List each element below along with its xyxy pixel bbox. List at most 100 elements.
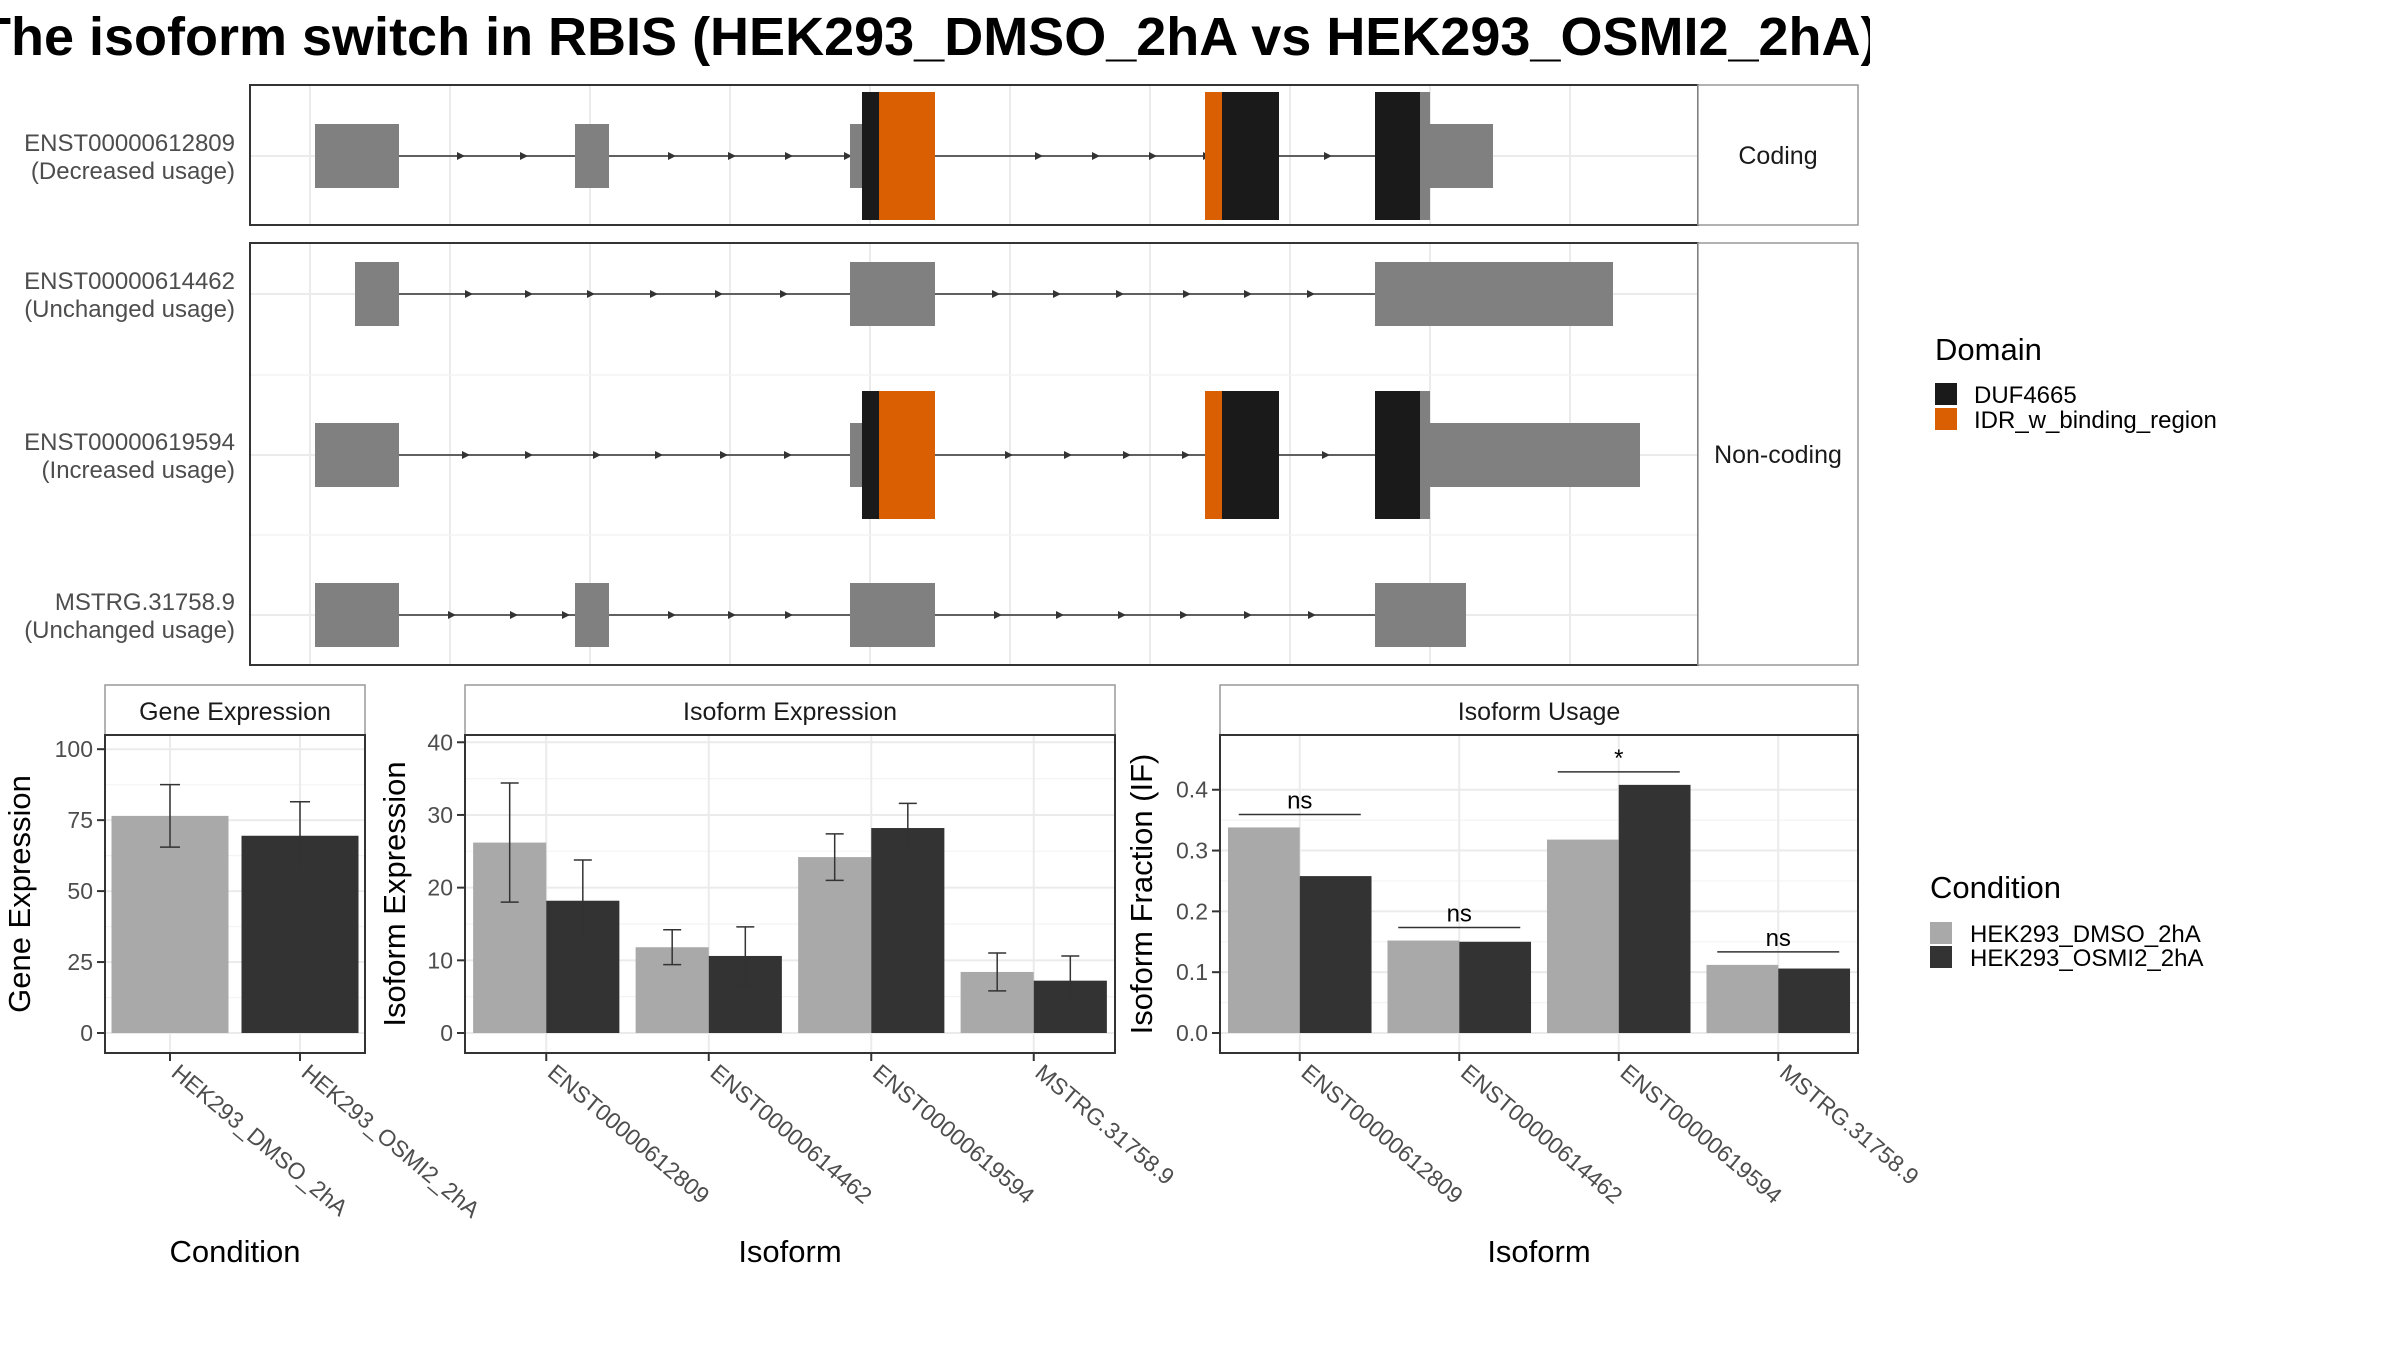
facet-label-coding: Coding [1738,142,1817,170]
domain-legend-title: Domain [1935,332,2042,367]
isoform-usage-bars: ns ns * ns [1227,745,1851,1033]
x-tick-label: ENST00000612809 [1297,1059,1469,1209]
transcript-usage-2: (Unchanged usage) [24,296,235,323]
bar [1618,784,1691,1033]
domain-duf4665 [862,391,879,519]
intron-arrows [465,290,1315,298]
gene-expression-x-axis-label: Condition [170,1234,301,1269]
exon [850,583,935,647]
isoform-usage-y-axis-label: Isoform Fraction (IF) [1124,754,1159,1035]
noncoding-facet-strip [1697,242,1859,666]
domain-idr [1205,92,1222,220]
y-tick-label: 0.3 [1176,838,1208,864]
legend-key-duf4665 [1935,383,1957,405]
legend-key-dmso [1930,922,1952,944]
y-tick-label: 0 [440,1020,453,1046]
gene-expression-frame [104,734,366,1054]
coding-facet-strip [1697,84,1859,226]
exon [575,583,609,647]
isoform-expression-frame [464,734,1116,1054]
exon [355,262,399,326]
transcript-label-3: ENST00000619594 [24,429,235,456]
condition-legend-title: Condition [1930,870,2061,905]
domain-duf4665 [1222,391,1279,519]
bar [1459,941,1532,1033]
isoform-expression-strip [464,684,1116,736]
significance-label: * [1614,745,1623,772]
isoform-expression-title: Isoform Expression [683,698,897,726]
isoform-expression-bars [473,782,1107,1033]
y-tick-label: 0.1 [1176,959,1208,985]
bar [798,857,872,1033]
x-tick-label: ENST00000614462 [706,1059,878,1209]
gene-expression-y-axis-label: Gene Expression [2,775,37,1013]
domain-duf4665 [862,92,879,220]
gene-expression-bars [111,783,359,1033]
significance-label: ns [1287,787,1312,814]
isoform-usage-x-axis-label: Isoform [1487,1234,1590,1269]
legend-label-idr: IDR_w_binding_region [1974,407,2217,434]
domain-idr [1205,391,1222,519]
significance-label: ns [1766,925,1791,952]
figure-title: The isoform switch in RBIS (HEK293_DMSO_… [0,7,1879,67]
condition-legend: Condition HEK293_DMSO_2hA HEK293_OSMI2_2… [1930,870,2203,972]
y-tick-label: 30 [427,802,453,828]
legend-label-duf4665: DUF4665 [1974,382,2077,409]
significance-label: ns [1447,901,1472,928]
transcript-track-ENST00000614462 [355,262,1613,326]
x-tick-label: ENST00000614462 [1456,1059,1628,1209]
isoform-expression-x-axis-label: Isoform [738,1234,841,1269]
y-tick-label: 0.4 [1176,777,1208,803]
exon [1430,124,1493,188]
legend-label-dmso: HEK293_DMSO_2hA [1970,921,2201,948]
domain-duf4665 [1375,92,1420,220]
x-tick-label: ENST00000612809 [543,1059,715,1209]
transcript-labels: ENST00000612809 (Decreased usage) ENST00… [24,130,235,644]
intron-arrows [448,611,1316,619]
exon [850,262,935,326]
exon [1375,262,1613,326]
legend-key-osmi2 [1930,946,1952,968]
isoform-expression-y-ticks: 0 10 20 30 40 [427,729,465,1046]
isoform-usage-frame [1219,734,1859,1054]
transcript-track-MSTRG.31758.9 [315,583,1466,647]
y-tick-label: 0.2 [1176,898,1208,924]
bar [111,815,229,1033]
y-tick-label: 0.0 [1176,1020,1208,1046]
y-tick-label: 75 [67,807,93,833]
transcript-track-ENST00000612809 [315,92,1493,220]
domain-duf4665 [1375,391,1420,519]
exon [315,423,399,487]
transcript-label-4: MSTRG.31758.9 [55,589,235,616]
domain-idr [879,92,935,220]
structure-panel: Coding Non-coding ENST00000612809 (Decre… [24,84,1859,666]
isoform-usage-y-ticks: 0.0 0.1 0.2 0.3 0.4 [1176,777,1220,1046]
isoform-expression-chart: Isoform Expression 0 10 20 30 40 ENST0000061… [377,684,1180,1269]
isoform-usage-chart: Isoform Usage ns ns * ns 0.0 0.1 0.2 0.3 0.4 EN… [1124,684,1924,1269]
domain-idr [879,391,935,519]
bar [1706,964,1779,1033]
y-tick-label: 100 [55,736,93,762]
exon [1430,423,1640,487]
exon [1420,92,1430,220]
transcript-usage-4: (Unchanged usage) [24,617,235,644]
domain-duf4665 [1222,92,1279,220]
transcript-label-1: ENST00000612809 [24,130,235,157]
y-tick-label: 20 [427,875,453,901]
bar [1299,876,1372,1033]
y-tick-label: 0 [80,1020,93,1046]
transcript-usage-3: (Increased usage) [42,457,235,484]
transcript-track-ENST00000619594 [315,391,1640,519]
y-tick-label: 25 [67,949,93,975]
transcript-usage-1: (Decreased usage) [31,158,235,185]
isoform-usage-title: Isoform Usage [1458,698,1621,726]
x-tick-label: ENST00000619594 [1616,1059,1788,1209]
intron-arrows [462,451,1385,459]
y-tick-label: 10 [427,947,453,973]
x-tick-label: MSTRG.31758.9 [1031,1059,1180,1190]
facet-label-noncoding: Non-coding [1714,441,1842,469]
bar [1546,839,1619,1033]
gene-expression-strip [104,684,366,736]
